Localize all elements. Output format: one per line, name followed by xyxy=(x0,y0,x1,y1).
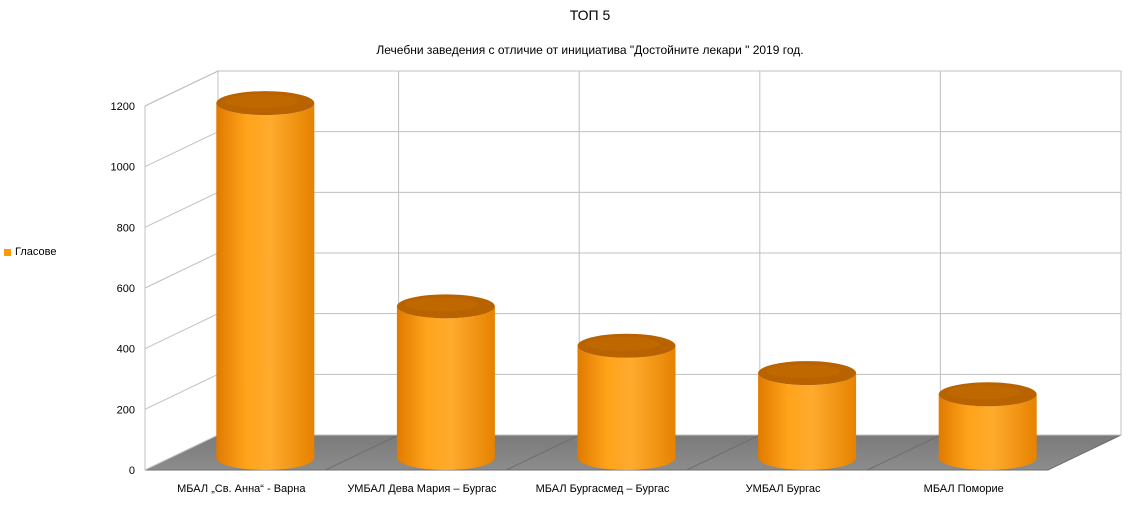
bar-top-shade xyxy=(404,297,479,312)
chart-subtitle: Лечебни заведения с отличие от инициатив… xyxy=(376,43,804,57)
floor-divider xyxy=(505,434,580,471)
gridline-side xyxy=(144,373,219,410)
x-axis: МБАЛ „Св. Анна“ - Варна УМБАЛ Дева Мария … xyxy=(177,483,1004,495)
y-tick-label: 800 xyxy=(117,222,135,234)
x-tick-label: УМБАЛ Бургас xyxy=(746,483,821,495)
bar xyxy=(758,361,857,470)
chart-title: ТОП 5 xyxy=(569,7,611,23)
bar xyxy=(577,333,676,470)
floor-divider xyxy=(325,434,399,471)
floor-divider xyxy=(867,434,941,471)
y-axis: 0 200 400 600 800 1000 1200 xyxy=(111,101,135,477)
y-tick-label: 0 xyxy=(129,465,135,477)
bar-top-shade xyxy=(766,364,841,379)
y-tick-label: 400 xyxy=(117,344,135,356)
gridline-side xyxy=(144,252,219,289)
y-tick-label: 1200 xyxy=(111,101,135,113)
y-tick-label: 600 xyxy=(117,283,135,295)
legend-swatch xyxy=(4,248,11,256)
gridline-side xyxy=(144,313,219,350)
y-tick-label: 1000 xyxy=(111,162,135,174)
bar-top-shade xyxy=(585,336,660,351)
x-tick-label: МБАЛ Поморие xyxy=(924,483,1004,495)
bar xyxy=(216,91,315,470)
bar-body xyxy=(396,306,495,470)
bar-body xyxy=(216,103,315,470)
legend: Гласове xyxy=(4,246,56,258)
gridline-side xyxy=(144,191,219,228)
floor-divider xyxy=(686,434,761,471)
gridline-side xyxy=(144,131,219,168)
bar-body xyxy=(938,394,1037,470)
bar xyxy=(938,382,1037,470)
x-tick-label: МБАЛ Бургасмед – Бургас xyxy=(536,483,670,495)
gridline-side xyxy=(144,70,219,107)
bar-top-shade xyxy=(946,385,1021,400)
bar-body xyxy=(577,345,676,470)
bar-body xyxy=(758,373,857,470)
x-tick-label: МБАЛ „Св. Анна“ - Варна xyxy=(177,483,306,495)
legend-label: Гласове xyxy=(15,246,57,258)
y-tick-label: 200 xyxy=(117,404,135,416)
bar xyxy=(396,294,495,470)
bars xyxy=(216,91,1037,470)
bar-top-shade xyxy=(224,94,299,109)
x-tick-label: УМБАЛ Дева Мария – Бургас xyxy=(347,483,497,495)
